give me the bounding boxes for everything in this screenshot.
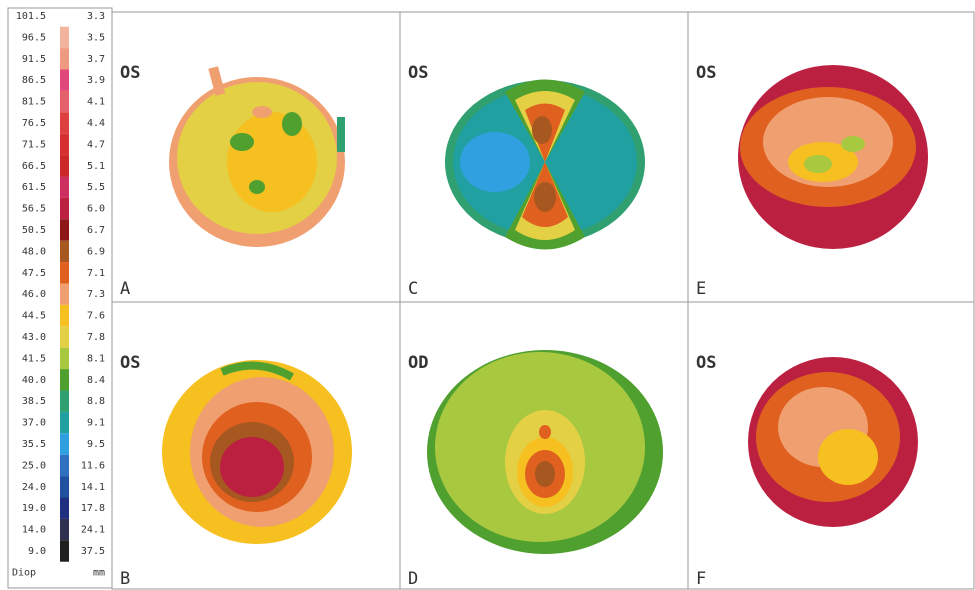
panel-letter: D <box>408 569 418 589</box>
legend-mm: 4.7 <box>87 139 105 150</box>
legend-mm: 3.7 <box>87 54 105 65</box>
legend-mm: 11.6 <box>81 460 105 471</box>
legend-mm: 14.1 <box>81 482 105 493</box>
legend-diop: 19.0 <box>22 503 46 514</box>
legend-diop: 91.5 <box>22 54 46 65</box>
legend-swatch <box>60 391 69 412</box>
legend-mm: 5.5 <box>87 182 105 193</box>
legend-diop: 56.5 <box>22 204 46 215</box>
legend-diop: 44.5 <box>22 311 46 322</box>
legend-swatch <box>60 412 69 433</box>
legend-footer: mm <box>93 567 105 578</box>
legend-mm: 8.8 <box>87 396 105 407</box>
legend-diop: 71.5 <box>22 139 46 150</box>
legend-diop: 101.5 <box>16 11 46 22</box>
legend-mm: 3.9 <box>87 75 105 86</box>
legend-mm: 8.4 <box>87 375 105 386</box>
panel-letter: B <box>120 569 130 589</box>
legend-swatch <box>60 476 69 497</box>
legend-swatch <box>60 540 69 561</box>
panel-letter: F <box>696 569 706 589</box>
eye-label: OS <box>120 353 140 373</box>
legend-mm: 7.3 <box>87 289 105 300</box>
panel-letter: C <box>408 279 418 299</box>
legend-mm: 9.1 <box>87 418 105 429</box>
legend-diop: 25.0 <box>22 460 46 471</box>
legend-footer: Diop <box>12 567 36 578</box>
legend-mm: 37.5 <box>81 546 105 557</box>
panel-letter: A <box>120 279 130 299</box>
legend-swatch <box>60 262 69 283</box>
legend-mm: 3.3 <box>87 11 105 22</box>
legend-diop: 86.5 <box>22 75 46 86</box>
legend-mm: 3.5 <box>87 32 105 43</box>
legend-diop: 38.5 <box>22 396 46 407</box>
legend-mm: 7.1 <box>87 268 105 279</box>
legend-swatch <box>60 433 69 454</box>
legend-mm: 4.1 <box>87 97 105 108</box>
legend-swatch <box>60 498 69 519</box>
legend-mm: 6.7 <box>87 225 105 236</box>
legend-mm: 7.8 <box>87 332 105 343</box>
legend-swatch <box>60 326 69 347</box>
eye-label: OS <box>120 63 140 83</box>
legend-swatch <box>60 241 69 262</box>
legend-diop: 47.5 <box>22 268 46 279</box>
map-b <box>162 360 352 544</box>
map-f <box>748 357 918 527</box>
legend-swatch <box>60 112 69 133</box>
legend-diop: 43.0 <box>22 332 46 343</box>
eye-label: OS <box>696 63 716 83</box>
legend-mm: 5.1 <box>87 161 105 172</box>
legend-diop: 37.0 <box>22 418 46 429</box>
legend-mm: 17.8 <box>81 503 105 514</box>
legend-diop: 24.0 <box>22 482 46 493</box>
legend-diop: 40.0 <box>22 375 46 386</box>
legend-swatch <box>60 198 69 219</box>
legend-mm: 7.6 <box>87 311 105 322</box>
legend-swatch <box>60 91 69 112</box>
legend-swatch <box>60 519 69 540</box>
legend-mm: 6.0 <box>87 204 105 215</box>
legend-mm: 6.9 <box>87 246 105 257</box>
legend-diop: 66.5 <box>22 161 46 172</box>
legend-mm: 9.5 <box>87 439 105 450</box>
legend-diop: 48.0 <box>22 246 46 257</box>
legend-swatch <box>60 70 69 91</box>
map-d <box>427 350 663 554</box>
legend-mm: 4.4 <box>87 118 105 129</box>
legend-swatch <box>60 27 69 48</box>
legend-swatch <box>60 305 69 326</box>
legend-swatch <box>60 219 69 240</box>
legend-diop: 76.5 <box>22 118 46 129</box>
legend-mm: 24.1 <box>81 525 105 536</box>
legend-swatch <box>60 455 69 476</box>
legend-swatch <box>60 134 69 155</box>
legend-swatch <box>60 48 69 69</box>
legend-diop: 61.5 <box>22 182 46 193</box>
legend-mm: 8.1 <box>87 353 105 364</box>
legend-diop: 35.5 <box>22 439 46 450</box>
eye-label: OS <box>696 353 716 373</box>
legend-swatch <box>60 155 69 176</box>
legend-diop: 46.0 <box>22 289 46 300</box>
legend-diop: 81.5 <box>22 97 46 108</box>
legend-swatch <box>60 348 69 369</box>
legend-diop: 14.0 <box>22 525 46 536</box>
legend-diop: 50.5 <box>22 225 46 236</box>
eye-label: OS <box>408 63 428 83</box>
legend-diop: 9.0 <box>28 546 46 557</box>
legend-swatch <box>60 284 69 305</box>
figure: 101.5 3.3 96.5 3.5 91.5 3.7 86.5 3.9 81.5 4.1 76.5… <box>0 0 975 590</box>
eye-label: OD <box>408 353 428 373</box>
panel-letter: E <box>696 279 706 299</box>
legend-swatch <box>60 369 69 390</box>
legend-diop: 96.5 <box>22 32 46 43</box>
legend-swatch <box>60 177 69 198</box>
legend-diop: 41.5 <box>22 353 46 364</box>
map-e <box>738 65 928 249</box>
